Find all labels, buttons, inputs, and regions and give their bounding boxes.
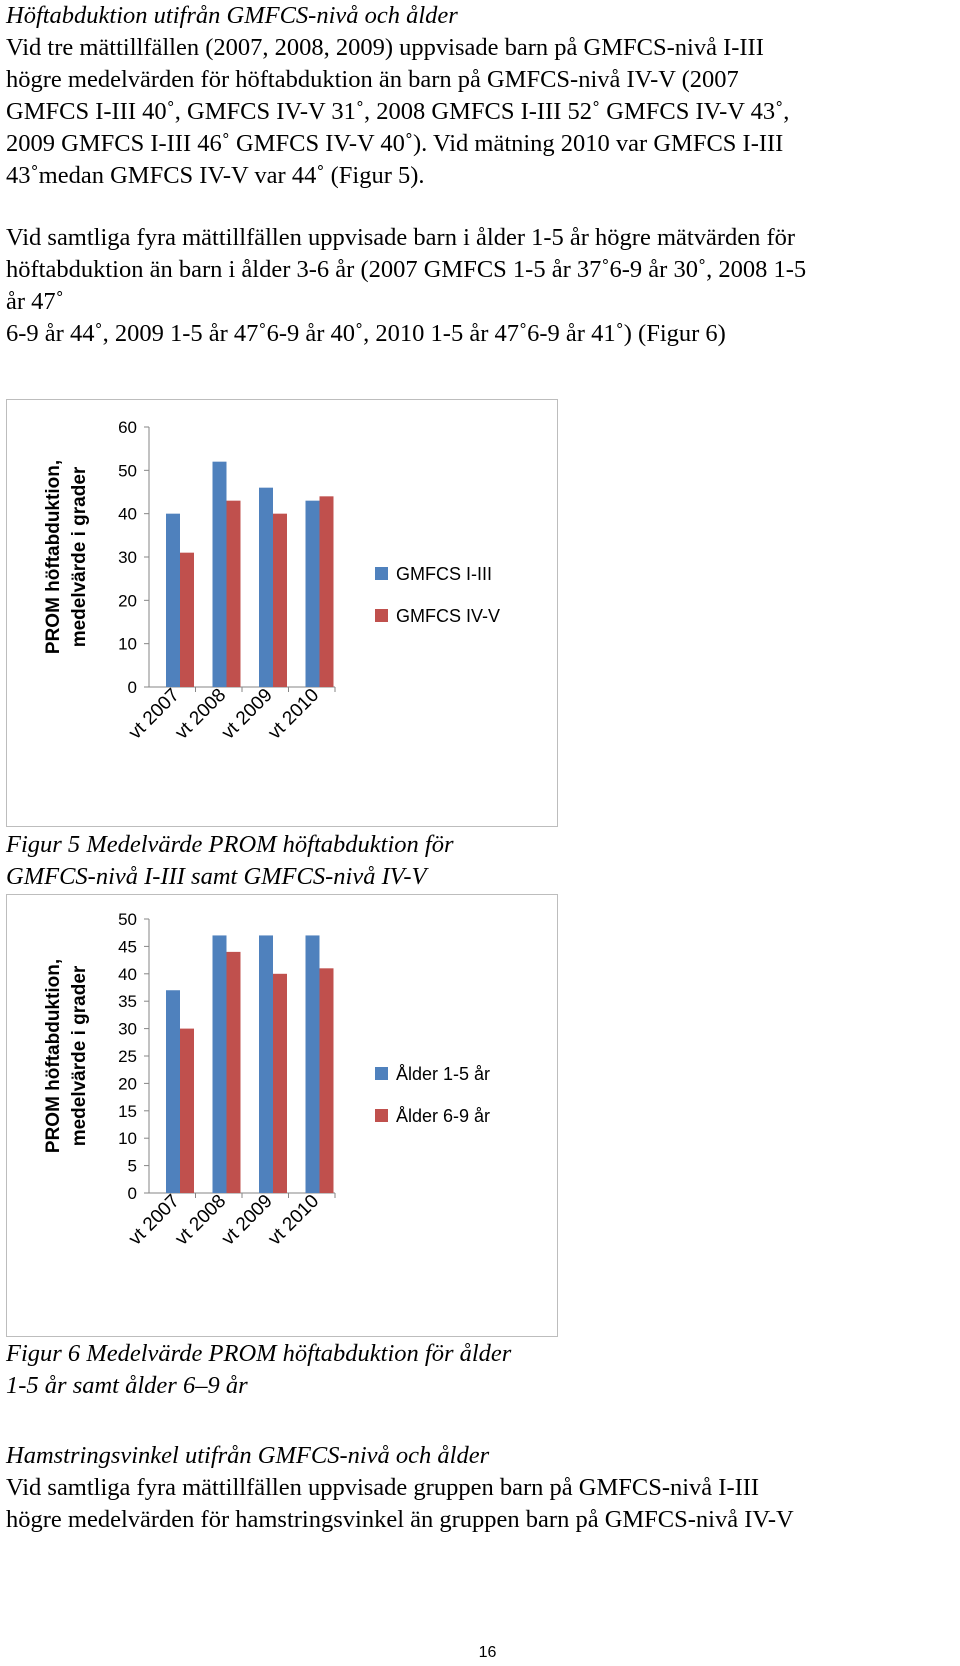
bar (166, 990, 180, 1193)
y-tick-label: 40 (118, 965, 137, 984)
paragraph-line: GMFCS I-III 40˚, GMFCS IV-V 31˚, 2008 GM… (6, 98, 790, 125)
y-axis-label-line: medelvärde i grader (69, 965, 90, 1146)
paragraph-line: Vid samtliga fyra mättillfällen uppvisad… (6, 1474, 760, 1501)
figure-6-chart: PROM höftabduktion, medelvärde i grader 0 5… (6, 894, 558, 1337)
y-tick-label: 5 (128, 1157, 137, 1176)
figure-6-caption-line2: 1-5 år samt ålder 6–9 år (6, 1372, 248, 1399)
x-tick-label: vt 2008 (171, 1191, 230, 1250)
y-tick-label: 30 (118, 1020, 137, 1039)
legend-swatch (375, 567, 388, 580)
bar (166, 513, 180, 687)
y-tick-label: 50 (118, 461, 137, 480)
y-tick-label: 10 (118, 635, 137, 654)
section-heading-hamstringsvinkel: Hamstringsvinkel utifrån GMFCS-nivå och … (6, 1442, 490, 1469)
bar (319, 496, 334, 687)
y-tick-label: 50 (118, 910, 137, 929)
y-axis-label-line: PROM höftabduktion, (43, 460, 64, 654)
section-heading-hoftabduktion: Höftabduktion utifrån GMFCS-nivå och åld… (6, 2, 458, 29)
bar (212, 935, 227, 1193)
figure-6-label: Figur 6 (6, 1340, 81, 1367)
paragraph-line: 6-9 år 44˚, 2009 1-5 år 47˚6-9 år 40˚, 2… (6, 320, 726, 347)
bar (226, 951, 241, 1193)
y-tick-label: 30 (118, 548, 137, 567)
y-tick-label: 35 (118, 992, 137, 1011)
bar (273, 973, 287, 1193)
y-tick-label: 45 (118, 937, 137, 956)
legend-label: GMFCS I-III (396, 564, 492, 584)
chart-svg: PROM höftabduktion, medelvärde i grader 0 1… (43, 418, 500, 744)
legend-swatch (375, 1067, 388, 1080)
x-tick-label: vt 2008 (171, 685, 230, 744)
y-tick-label: 25 (118, 1047, 137, 1066)
y-tick-label: 15 (118, 1102, 137, 1121)
figure-5-caption-line2: GMFCS-nivå I-III samt GMFCS-nivå IV-V (6, 863, 427, 890)
paragraph-line: högre medelvärden för hamstringsvinkel ä… (6, 1506, 794, 1533)
y-tick-label: 20 (118, 591, 137, 610)
bar (180, 1028, 194, 1193)
figure-5-caption: Figur 5 Medelvärde PROM höftabduktion fö… (6, 829, 454, 861)
figure-6-caption: Figur 6 Medelvärde PROM höftabduktion fö… (6, 1338, 511, 1370)
bar (212, 461, 227, 687)
figure-5-caption-text: Medelvärde PROM höftabduktion för (80, 831, 454, 858)
y-axis-title: PROM höftabduktion, medelvärde i grader (43, 460, 90, 654)
y-tick-label: 0 (128, 678, 137, 697)
legend-label: GMFCS IV-V (396, 606, 500, 626)
paragraph-line: 43˚medan GMFCS IV-V var 44˚ (Figur 5). (6, 162, 425, 189)
paragraph-line: 2009 GMFCS I-III 46˚ GMFCS IV-V 40˚). Vi… (6, 130, 784, 157)
paragraph-line: höftabduktion än barn i ålder 3-6 år (20… (6, 256, 807, 283)
bar (273, 513, 287, 687)
legend-label: Ålder 6-9 år (396, 1106, 490, 1126)
y-axis-label-line: PROM höftabduktion, (43, 959, 64, 1153)
legend-swatch (375, 609, 388, 622)
y-axis-title: PROM höftabduktion, medelvärde i grader (43, 959, 90, 1153)
bar (319, 968, 334, 1193)
x-tick-label: vt 2010 (264, 685, 323, 744)
legend-swatch (375, 1109, 388, 1122)
figure-5-label: Figur 5 (6, 831, 81, 858)
y-tick-label: 40 (118, 505, 137, 524)
y-tick-label: 60 (118, 418, 137, 437)
chart-svg: PROM höftabduktion, medelvärde i grader 0 5… (43, 910, 490, 1250)
page-number: 16 (478, 1644, 497, 1661)
paragraph-line: högre medelvärden för höftabduktion än b… (6, 66, 739, 93)
bar (180, 552, 194, 687)
bar (305, 500, 320, 687)
y-tick-label: 0 (128, 1184, 137, 1203)
paragraph-line: Vid samtliga fyra mättillfällen uppvisad… (6, 224, 796, 251)
paragraph-line: Vid tre mättillfällen (2007, 2008, 2009)… (6, 34, 764, 61)
y-tick-label: 20 (118, 1074, 137, 1093)
x-tick-label: vt 2009 (218, 1191, 277, 1250)
paragraph-line: år 47˚ (6, 288, 64, 315)
bar (305, 935, 320, 1193)
figure-5-chart: PROM höftabduktion, medelvärde i grader 0 1… (6, 399, 558, 827)
bar (259, 487, 273, 687)
bar (259, 935, 273, 1193)
y-tick-label: 10 (118, 1129, 137, 1148)
x-tick-label: vt 2009 (218, 685, 277, 744)
bar (226, 500, 241, 687)
figure-6-caption-text: Medelvärde PROM höftabduktion för ålder (80, 1340, 512, 1367)
legend-label: Ålder 1-5 år (396, 1064, 490, 1084)
y-axis-label-line: medelvärde i grader (69, 466, 90, 647)
x-tick-label: vt 2010 (264, 1191, 323, 1250)
